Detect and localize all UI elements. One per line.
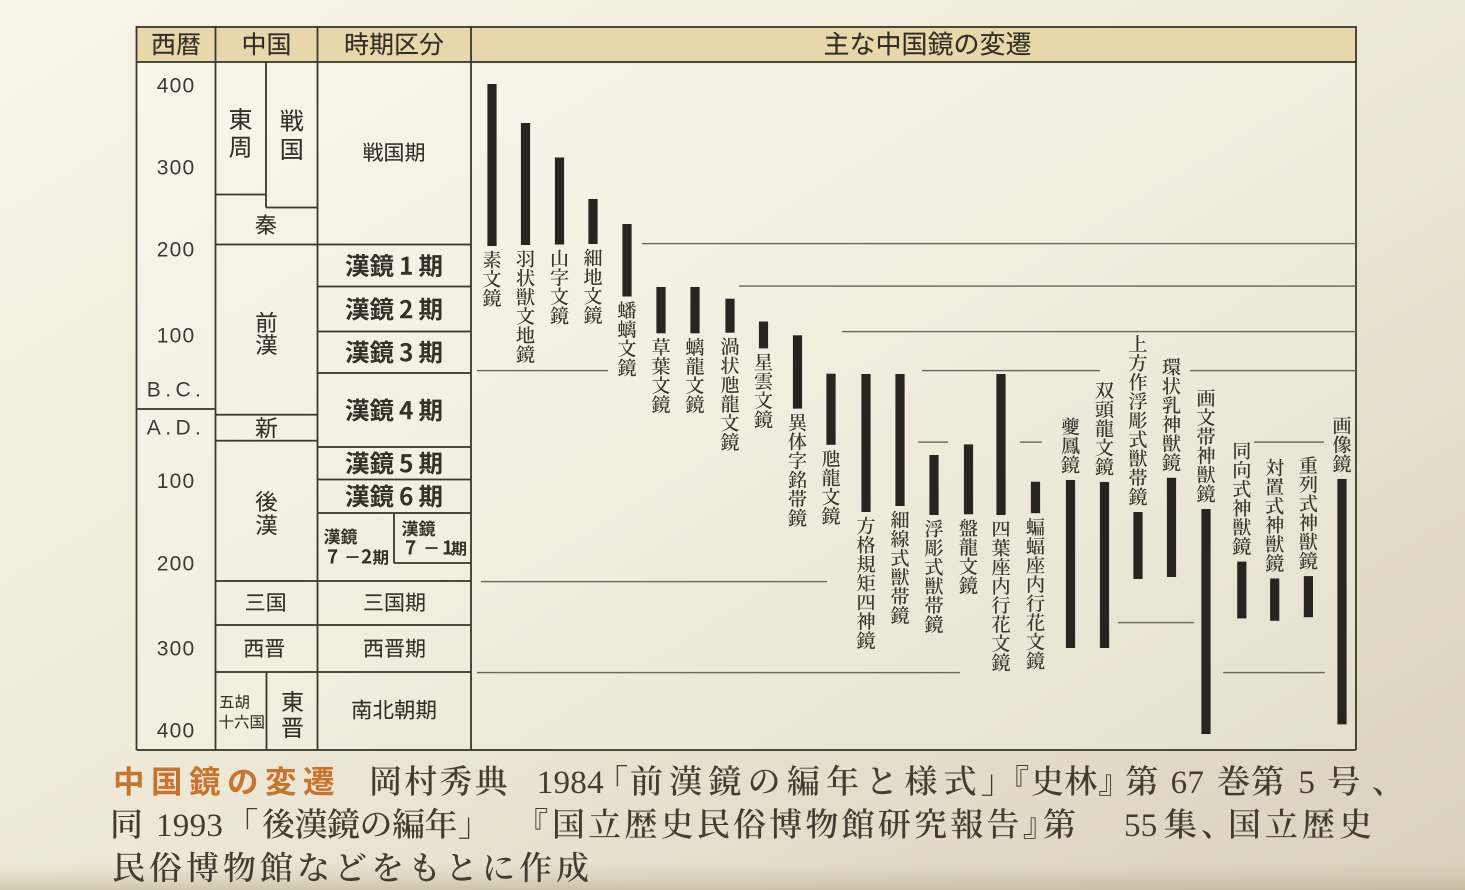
svg-text:B.C.: B.C. bbox=[147, 379, 205, 402]
svg-text:400: 400 bbox=[157, 720, 196, 743]
svg-text:100: 100 bbox=[157, 325, 196, 348]
svg-text:1984: 1984 bbox=[537, 765, 604, 801]
svg-text:100: 100 bbox=[157, 470, 196, 493]
svg-text:200: 200 bbox=[157, 239, 196, 262]
svg-text:55: 55 bbox=[1124, 808, 1158, 844]
svg-text:400: 400 bbox=[157, 75, 196, 98]
svg-text:A.D.: A.D. bbox=[147, 417, 205, 440]
svg-text:1993: 1993 bbox=[156, 808, 223, 844]
svg-text:300: 300 bbox=[157, 157, 196, 180]
svg-text:200: 200 bbox=[157, 553, 196, 576]
svg-text:300: 300 bbox=[157, 638, 196, 661]
svg-text:5: 5 bbox=[1298, 765, 1315, 801]
svg-text:67: 67 bbox=[1171, 765, 1205, 801]
